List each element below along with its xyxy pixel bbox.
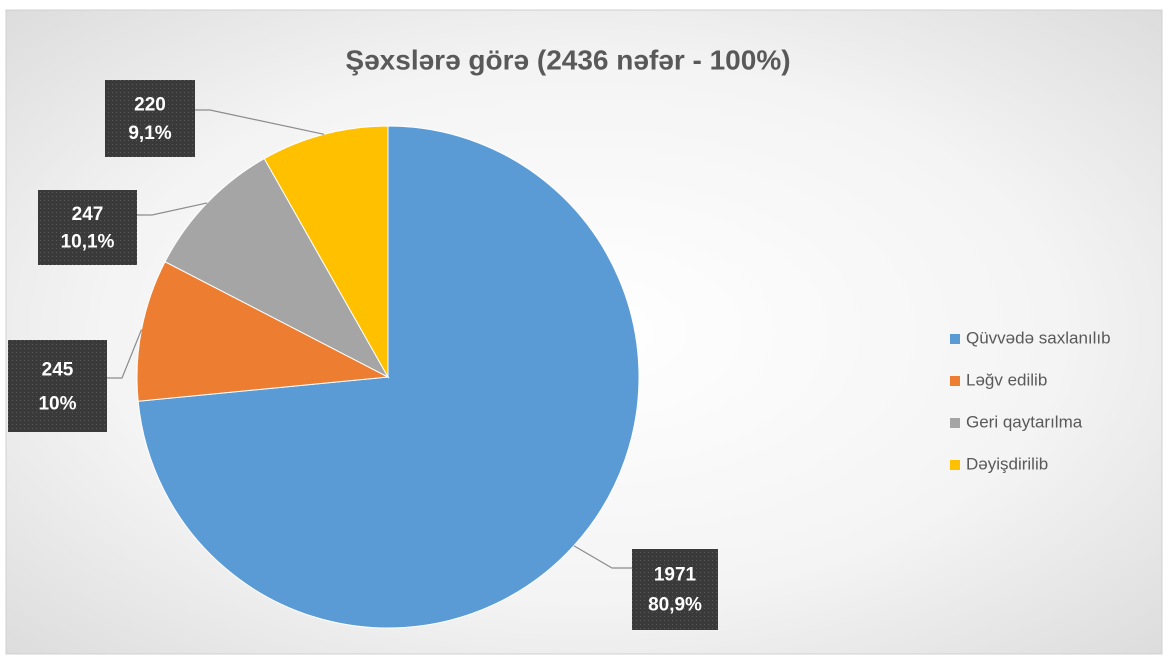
- data-label-value: 245: [42, 359, 74, 380]
- leader-line: [195, 109, 325, 135]
- data-label-box: [38, 190, 137, 265]
- legend-label: Geri qaytarılma: [966, 412, 1083, 431]
- data-label-box: [8, 340, 107, 432]
- data-label-percent: 9,1%: [128, 123, 171, 144]
- leader-line: [573, 545, 632, 569]
- pie-slice: [164, 157, 390, 379]
- data-label-value: 247: [72, 204, 104, 225]
- legend-label: Ləğv edilib: [966, 370, 1047, 389]
- data-label-value: 220: [134, 94, 166, 115]
- data-label-percent: 10%: [38, 393, 76, 414]
- leader-line: [137, 202, 208, 216]
- legend-swatch: [950, 376, 960, 386]
- chart-title: Şəxslərə görə (2436 nəfər - 100%): [345, 44, 790, 75]
- legend-label: Qüvvədə saxlanılıb: [966, 328, 1111, 347]
- legend-label: Dəyişdirilib: [966, 454, 1048, 473]
- leader-line: [107, 329, 143, 379]
- data-label-box: [632, 549, 718, 630]
- data-label-percent: 80,9%: [648, 595, 702, 616]
- legend-swatch: [950, 460, 960, 470]
- data-label-percent: 10,1%: [61, 232, 115, 253]
- legend-swatch: [950, 418, 960, 428]
- data-label-box: [105, 80, 195, 157]
- pie-slice: [136, 261, 390, 402]
- data-label-value: 1971: [654, 565, 697, 586]
- legend-swatch: [950, 334, 960, 344]
